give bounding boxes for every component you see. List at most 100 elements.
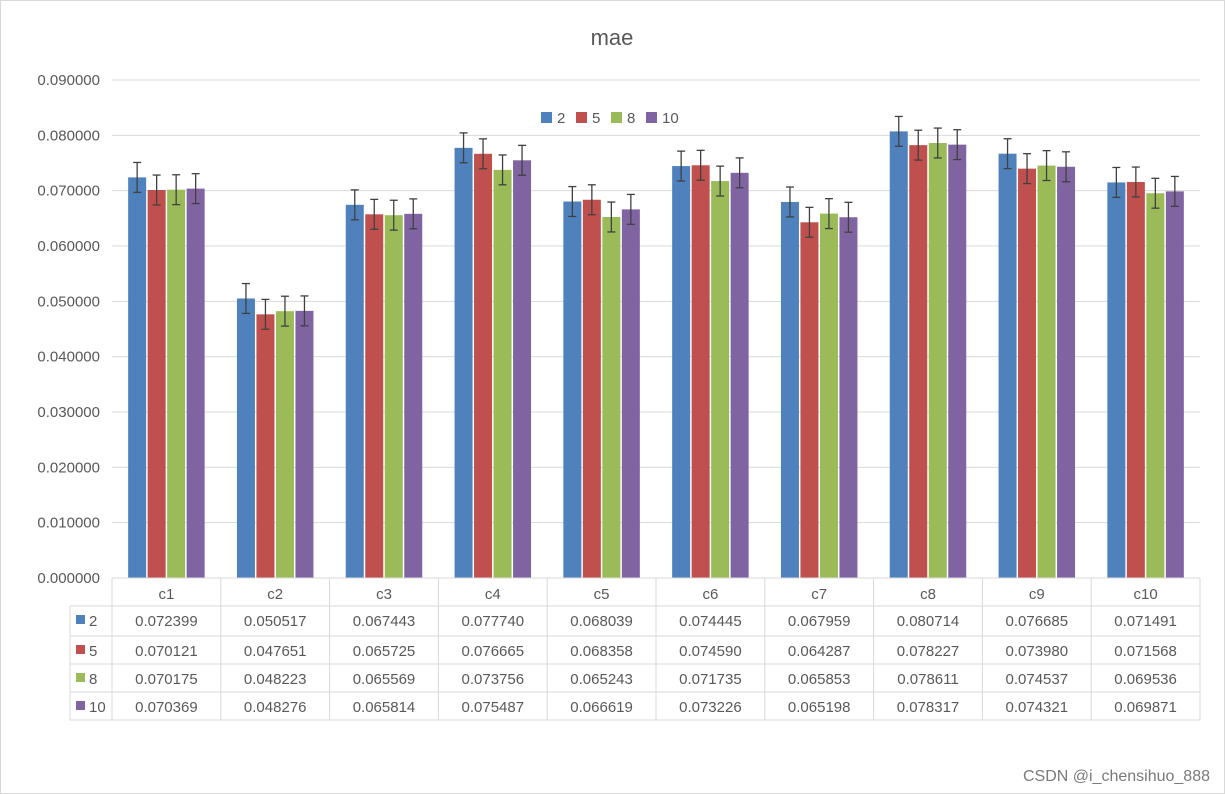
y-tick-label: 0.050000 xyxy=(37,293,100,310)
category-label: c10 xyxy=(1134,586,1158,603)
bar-10-c2 xyxy=(295,310,314,578)
table-cell: 0.073226 xyxy=(679,699,742,716)
bar-2-c9 xyxy=(998,153,1017,578)
table-cell: 0.074445 xyxy=(679,613,742,630)
table-cell: 0.076685 xyxy=(1006,613,1069,630)
category-label: c8 xyxy=(920,586,936,603)
table-legend-key xyxy=(76,701,85,710)
table-cell: 0.047651 xyxy=(244,643,307,660)
table-series-label: 8 xyxy=(89,671,97,688)
table-cell: 0.071568 xyxy=(1114,643,1177,660)
bar-10-c4 xyxy=(513,160,532,578)
category-label: c2 xyxy=(267,586,283,603)
table-cell: 0.074321 xyxy=(1006,699,1069,716)
bar-8-c7 xyxy=(819,213,838,578)
legend-label: 5 xyxy=(592,110,600,127)
table-series-label: 2 xyxy=(89,613,97,630)
table-cell: 0.078317 xyxy=(897,699,960,716)
bar-8-c3 xyxy=(384,215,403,578)
category-label: c9 xyxy=(1029,586,1045,603)
table-cell: 0.065725 xyxy=(353,643,416,660)
bar-10-c3 xyxy=(404,213,423,578)
legend-swatch xyxy=(576,112,587,123)
table-cell: 0.067959 xyxy=(788,613,851,630)
bar-2-c6 xyxy=(672,166,691,579)
bar-5-c10 xyxy=(1126,181,1145,578)
table-cell: 0.064287 xyxy=(788,643,851,660)
legend-swatch xyxy=(646,112,657,123)
bar-8-c9 xyxy=(1037,165,1056,578)
table-cell: 0.065569 xyxy=(353,671,416,688)
bar-8-c6 xyxy=(711,181,730,578)
bar-2-c4 xyxy=(454,147,473,578)
y-tick-label: 0.040000 xyxy=(37,349,100,366)
bar-8-c1 xyxy=(167,189,186,578)
table-cell: 0.069871 xyxy=(1114,699,1177,716)
bar-5-c2 xyxy=(256,314,275,578)
table-cell: 0.073980 xyxy=(1006,643,1069,660)
legend-label: 10 xyxy=(662,110,679,127)
table-cell: 0.065198 xyxy=(788,699,851,716)
legend-label: 2 xyxy=(557,110,565,127)
y-tick-label: 0.060000 xyxy=(37,238,100,255)
bar-8-c4 xyxy=(493,169,512,578)
table-legend-key xyxy=(76,615,85,624)
table-cell: 0.070175 xyxy=(135,671,198,688)
bar-2-c8 xyxy=(889,131,908,578)
table-cell: 0.070369 xyxy=(135,699,198,716)
bar-8-c8 xyxy=(928,143,947,578)
bar-5-c9 xyxy=(1018,168,1037,579)
y-tick-label: 0.080000 xyxy=(37,127,100,144)
bar-5-c7 xyxy=(800,222,819,578)
y-tick-label: 0.090000 xyxy=(37,72,100,89)
table-cell: 0.068358 xyxy=(570,643,633,660)
table-cell: 0.065814 xyxy=(353,699,416,716)
legend-label: 8 xyxy=(627,110,635,127)
table-cell: 0.080714 xyxy=(897,613,960,630)
bar-8-c5 xyxy=(602,216,621,578)
category-label: c7 xyxy=(811,586,827,603)
legend-swatch xyxy=(611,112,622,123)
table-cell: 0.075487 xyxy=(462,699,525,716)
bar-2-c10 xyxy=(1107,182,1126,578)
bar-2-c1 xyxy=(128,177,147,578)
watermark: CSDN @i_chensihuo_888 xyxy=(1022,768,1210,785)
table-cell: 0.048223 xyxy=(244,671,307,688)
table-cell: 0.065243 xyxy=(570,671,633,688)
category-label: c6 xyxy=(702,586,718,603)
table-cell: 0.071491 xyxy=(1114,613,1177,630)
category-label: c3 xyxy=(376,586,392,603)
table-cell: 0.076665 xyxy=(462,643,525,660)
table-cell: 0.073756 xyxy=(462,671,525,688)
table-cell: 0.072399 xyxy=(135,613,198,630)
table-cell: 0.069536 xyxy=(1114,671,1177,688)
y-tick-label: 0.030000 xyxy=(37,404,100,421)
y-tick-label: 0.020000 xyxy=(37,459,100,476)
bar-10-c6 xyxy=(730,172,749,578)
bar-5-c5 xyxy=(582,199,601,579)
bar-5-c4 xyxy=(474,153,493,579)
table-cell: 0.071735 xyxy=(679,671,742,688)
bar-2-c2 xyxy=(236,298,255,578)
bar-10-c9 xyxy=(1057,166,1076,578)
table-series-label: 5 xyxy=(89,643,97,660)
category-label: c1 xyxy=(158,586,174,603)
bar-5-c1 xyxy=(147,189,166,578)
bar-2-c3 xyxy=(345,204,364,578)
category-label: c5 xyxy=(594,586,610,603)
chart-title: mae xyxy=(591,25,634,50)
table-cell: 0.065853 xyxy=(788,671,851,688)
table-cell: 0.077740 xyxy=(462,613,525,630)
table-legend-key xyxy=(76,673,85,682)
table-cell: 0.048276 xyxy=(244,699,307,716)
table-cell: 0.078227 xyxy=(897,643,960,660)
table-cell: 0.070121 xyxy=(135,643,198,660)
table-cell: 0.074590 xyxy=(679,643,742,660)
legend-swatch xyxy=(541,112,552,123)
y-tick-label: 0.070000 xyxy=(37,183,100,200)
table-cell: 0.078611 xyxy=(897,671,958,688)
bar-10-c10 xyxy=(1165,191,1184,578)
table-cell: 0.068039 xyxy=(570,613,633,630)
